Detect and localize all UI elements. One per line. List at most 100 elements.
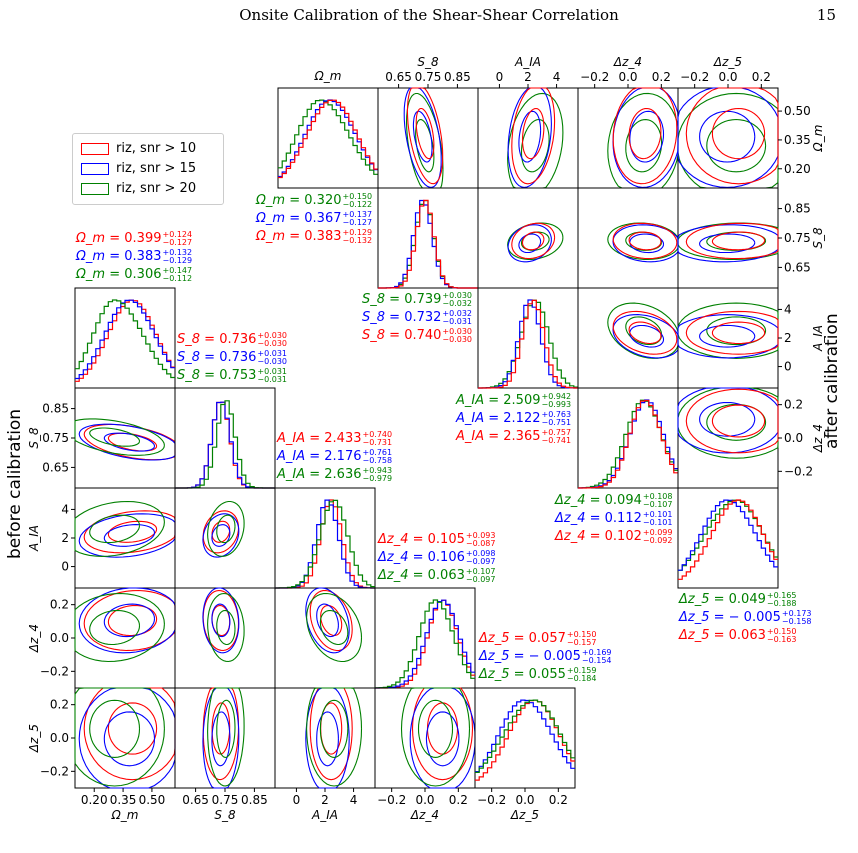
stat-lower-2-2: A_IA = 2.636 +0.943 −0.979 (277, 466, 392, 484)
contour-inner-upper-0-2-0 (520, 118, 550, 173)
panel-upper-0-4 (677, 87, 779, 189)
stat-plus: +0.099 (642, 527, 673, 537)
contour-inner-lower-2-0-2 (89, 514, 141, 544)
stat-plus: +0.150 (766, 626, 797, 636)
contour-outer-lower-4-2-2 (306, 687, 363, 787)
stat-minus: −0.032 (442, 298, 473, 308)
stat-plus: +0.108 (642, 491, 673, 501)
tick-label-upper-y-2-1: 2 (784, 331, 792, 345)
stat-param: Δz_5 (679, 628, 710, 643)
stat-plus: +0.129 (342, 227, 373, 237)
contour-inner-lower-2-1-2 (216, 514, 236, 544)
contour-outer-lower-1-0-0 (83, 423, 176, 461)
stat-value: = 2.176 (305, 449, 362, 464)
stat-param: Δz_4 (555, 529, 586, 544)
page-number: 15 (816, 6, 836, 24)
stat-param: S_8 (177, 350, 201, 365)
contour-outer-upper-1-4-1 (677, 224, 779, 263)
tick-label-upper-y-1-1: 0.75 (784, 231, 811, 245)
contour-outer-upper-3-4-0 (677, 387, 779, 459)
contour-inner-lower-3-1-1 (211, 603, 231, 638)
contour-inner-upper-0-4-1 (699, 110, 756, 163)
stat-plus: +0.147 (162, 265, 193, 275)
contour-outer-lower-3-1-2 (207, 592, 245, 663)
contour-outer-lower-2-0-2 (74, 500, 165, 557)
stat-param: Δz_4 (555, 511, 586, 526)
tick-label-lower-y-2-1: 2 (61, 531, 69, 545)
contour-outer-lower-2-1-2 (207, 500, 245, 557)
contour-inner-lower-1-0-1 (103, 432, 156, 452)
stat-errors: +0.943 −0.979 (362, 466, 393, 483)
axis-label-lower-x-3: Δz_4 (410, 808, 439, 822)
stat-param: S_8 (362, 310, 386, 325)
contour-outer-upper-0-1-0 (405, 92, 444, 189)
contour-outer-lower-4-3-2 (400, 687, 471, 787)
stat-errors: +0.740 −0.731 (362, 429, 393, 447)
stat-errors: +0.165 −0.188 (766, 590, 797, 608)
tick-label-lower-y-3-2: 0.2 (50, 598, 69, 612)
tick-label-lower-y-2-2: 4 (61, 502, 69, 516)
stat-plus: +0.165 (766, 590, 797, 600)
stat-minus: −0.122 (342, 199, 373, 209)
stat-value: = − 0.005 (709, 610, 781, 625)
axis-label-upper-y-3: Δz_4 (811, 424, 825, 453)
tick-label-lower-y-4-0: −0.2 (40, 764, 69, 778)
tick-label-upper-x-4-1: 0.0 (718, 70, 737, 84)
hist-bar-upper-4-0 (678, 499, 778, 571)
stat-minus: −0.979 (362, 473, 393, 483)
contour-outer-lower-3-1-1 (202, 587, 240, 654)
stat-plus: +0.132 (162, 247, 193, 257)
contour-outer-lower-4-1-2 (207, 687, 245, 787)
stat-plus: +0.740 (362, 429, 393, 439)
stat-plus: +0.101 (642, 509, 673, 519)
stat-value: = 2.365 (484, 429, 541, 444)
stat-plus: +0.150 (566, 629, 597, 639)
stat-lower-1-2: S_8 = 0.753 +0.031 −0.031 (177, 367, 287, 385)
contour-outer-upper-2-4-2 (685, 310, 779, 355)
hist-bar-lower-4-1 (475, 699, 575, 773)
hist-bar-upper-0-0 (278, 99, 378, 175)
contour-inner-upper-0-1-0 (415, 119, 435, 173)
contour-inner-lower-3-0-0 (107, 604, 158, 637)
stat-errors: +0.942 −0.993 (542, 392, 572, 409)
contour-inner-lower-4-0-1 (103, 711, 156, 767)
stat-minus: −0.097 (465, 574, 496, 584)
stat-param: Ω_m (76, 249, 106, 264)
stat-errors: +0.031 −0.030 (257, 349, 288, 366)
hist-bar-upper-1-2 (378, 199, 478, 289)
legend-label: riz, snr > 15 (116, 161, 197, 176)
stat-upper-4-0: Δz_5 = 0.049 +0.165 −0.188 (679, 591, 796, 609)
stat-lower-0-0: Ω_m = 0.399 +0.124 −0.127 (76, 230, 192, 248)
stat-minus: −0.030 (257, 338, 288, 348)
contour-inner-upper-1-4-1 (699, 233, 756, 254)
contour-inner-upper-1-2-1 (518, 233, 542, 254)
stat-value: = 2.122 (484, 411, 541, 426)
contour-inner-upper-1-3-2 (628, 231, 662, 251)
contour-inner-lower-4-3-1 (425, 711, 460, 767)
contour-inner-upper-3-4-1 (699, 401, 756, 437)
contour-outer-lower-4-3-1 (409, 687, 476, 789)
stat-plus: +0.159 (566, 665, 597, 675)
axis-label-lower-x-0: Ω_m (111, 808, 139, 822)
stat-errors: +0.757 −0.741 (542, 428, 572, 445)
legend-swatch-blue (81, 162, 109, 175)
axis-label-upper-x-0: Ω_m (314, 69, 342, 83)
stat-upper-1-0: S_8 = 0.739 +0.030 −0.032 (362, 291, 472, 309)
contour-inner-lower-3-2-2 (319, 609, 349, 646)
stat-param: Δz_4 (555, 493, 586, 508)
hist-bar-upper-4-1 (678, 499, 778, 571)
stat-errors: +0.124 −0.127 (162, 230, 192, 247)
stat-value: = 0.306 (105, 267, 162, 282)
stat-minus: −0.097 (465, 556, 496, 566)
stat-value: = 0.732 (385, 310, 442, 325)
stat-errors: +0.150 −0.163 (766, 626, 797, 644)
stat-param: Δz_4 (378, 532, 409, 547)
contour-inner-upper-2-4-1 (699, 324, 756, 348)
tick-label-upper-y-0-1: 0.35 (784, 133, 811, 147)
stat-minus: −0.030 (257, 356, 288, 366)
panel-lower-4-2 (274, 687, 376, 789)
stat-lower-1-1: S_8 = 0.736 +0.031 −0.030 (177, 349, 287, 367)
hist-bar-lower-2-2 (275, 499, 375, 589)
stat-lower-1-0: S_8 = 0.736 +0.030 −0.030 (177, 331, 287, 349)
contour-inner-upper-1-2-0 (520, 231, 550, 251)
